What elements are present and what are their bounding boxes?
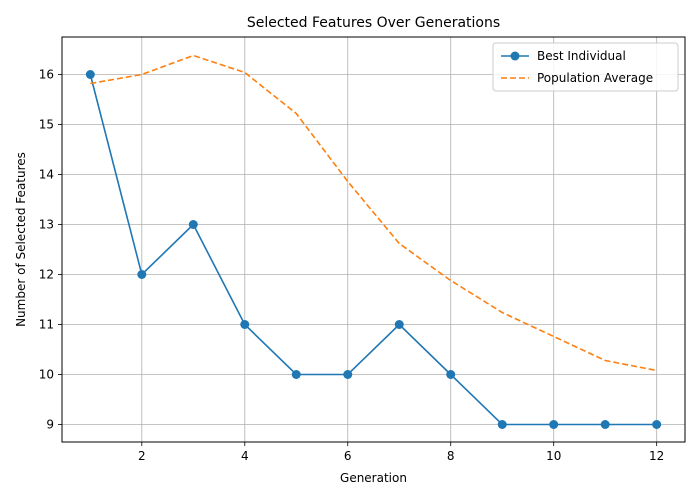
data-point: [652, 420, 662, 429]
data-point: [394, 320, 404, 329]
legend: Best Individual Population Average: [492, 42, 679, 92]
y-axis: 9 10 11 12 13 14 15 16: [39, 68, 62, 432]
data-point: [343, 370, 353, 379]
x-tick-label: 12: [649, 449, 664, 463]
y-tick-label: 11: [39, 318, 54, 332]
chart-title: Selected Features Over Generations: [247, 15, 500, 31]
legend-marker: [510, 51, 520, 61]
series-line-1: [89, 74, 657, 426]
legend-entry: Best Individual: [537, 49, 626, 63]
data-point: [188, 220, 198, 229]
data-point: [446, 370, 456, 379]
data-point: [549, 420, 559, 429]
data-point: [137, 270, 147, 279]
y-tick-label: 14: [39, 168, 54, 182]
x-tick-label: 8: [447, 449, 455, 463]
data-point: [497, 420, 507, 429]
x-tick-label: 4: [241, 449, 249, 463]
series-group: [85, 54, 662, 429]
data-point: [600, 420, 610, 429]
x-tick-label: 2: [138, 449, 146, 463]
data-point: [291, 370, 301, 379]
y-tick-label: 9: [46, 418, 54, 432]
series-line-2: [90, 54, 657, 372]
y-tick-label: 12: [39, 268, 54, 282]
y-tick-label: 10: [39, 368, 54, 382]
grid: [62, 37, 685, 442]
legend-entry: Population Average: [537, 71, 653, 85]
y-axis-label: Number of Selected Features: [14, 152, 28, 327]
data-point: [85, 70, 95, 79]
y-tick-label: 15: [39, 118, 54, 132]
plot-area: [61, 36, 686, 443]
x-axis-label: Generation: [340, 471, 407, 485]
x-axis: 2 4 6 8 10 12: [138, 442, 664, 463]
data-point: [240, 320, 250, 329]
y-tick-label: 16: [39, 68, 54, 82]
x-tick-label: 10: [546, 449, 561, 463]
x-tick-label: 6: [344, 449, 352, 463]
y-tick-label: 13: [39, 218, 54, 232]
legend-box: [492, 42, 679, 92]
